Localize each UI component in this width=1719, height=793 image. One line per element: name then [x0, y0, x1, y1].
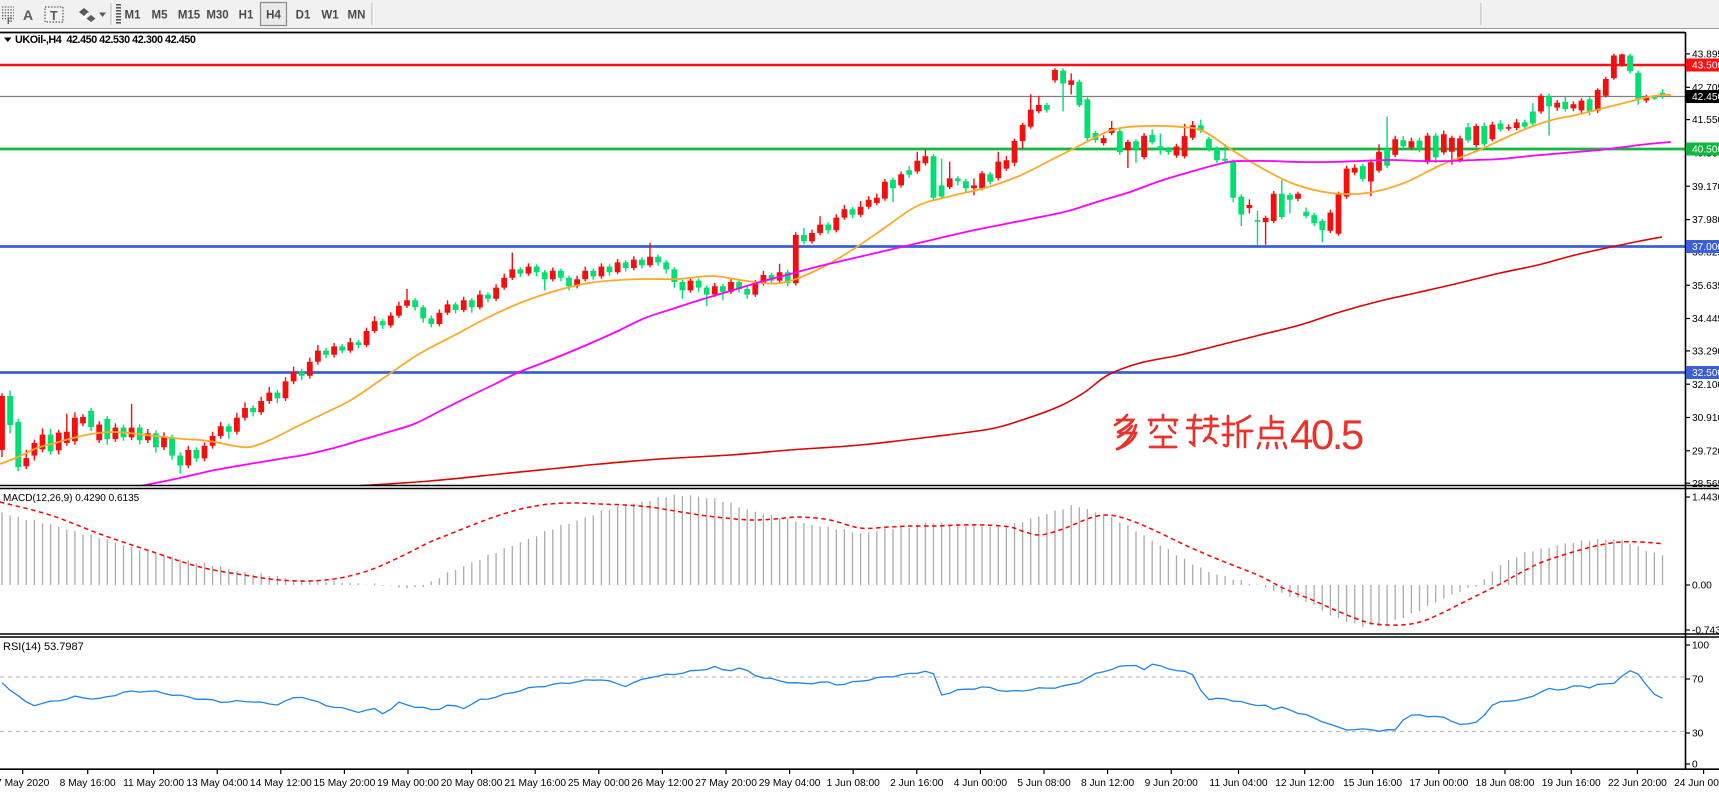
svg-text:M1: M1 [125, 10, 142, 22]
svg-text:11 Jun 04:00: 11 Jun 04:00 [1209, 778, 1267, 789]
svg-text:40.5: 40.5 [1290, 411, 1363, 458]
svg-text:H1: H1 [239, 10, 254, 22]
svg-text:20 May 08:00: 20 May 08:00 [441, 778, 503, 789]
svg-text:4 Jun 00:00: 4 Jun 00:00 [954, 778, 1008, 789]
svg-text:22 Jun 20:00: 22 Jun 20:00 [1608, 778, 1667, 789]
svg-text:19 May 00:00: 19 May 00:00 [377, 778, 439, 789]
svg-text:1 Jun 08:00: 1 Jun 08:00 [827, 778, 881, 789]
svg-text:21 May 16:00: 21 May 16:00 [504, 778, 566, 789]
svg-text:M15: M15 [178, 10, 201, 22]
svg-text:43.895: 43.895 [1692, 50, 1719, 61]
svg-text:17 Jun 00:00: 17 Jun 00:00 [1409, 778, 1468, 789]
svg-text:32.500: 32.500 [1692, 368, 1719, 379]
svg-text:RSI(14) 53.7987: RSI(14) 53.7987 [3, 641, 84, 653]
svg-text:37.980: 37.980 [1692, 215, 1719, 226]
svg-text:24 Jun 00:00: 24 Jun 00:00 [1674, 778, 1719, 789]
svg-text:100: 100 [1692, 641, 1709, 652]
svg-text:25 May 00:00: 25 May 00:00 [568, 778, 630, 789]
svg-text:15 Jun 16:00: 15 Jun 16:00 [1343, 778, 1402, 789]
svg-text:W1: W1 [321, 10, 339, 22]
svg-text:70: 70 [1692, 675, 1704, 686]
svg-text:T: T [50, 9, 58, 23]
svg-text:5 Jun 08:00: 5 Jun 08:00 [1017, 778, 1071, 789]
svg-text:40.500: 40.500 [1692, 145, 1719, 156]
svg-text:0.00: 0.00 [1692, 581, 1712, 592]
svg-text:M30: M30 [206, 10, 228, 22]
svg-text:42.450: 42.450 [1692, 92, 1719, 103]
svg-text:18 Jun 08:00: 18 Jun 08:00 [1476, 778, 1535, 789]
svg-text:MACD(12,26,9) 0.4290 0.6135: MACD(12,26,9) 0.4290 0.6135 [3, 493, 140, 504]
svg-text:14 May 12:00: 14 May 12:00 [250, 778, 312, 789]
svg-text:8 Jun 12:00: 8 Jun 12:00 [1081, 778, 1135, 789]
svg-text:35.635: 35.635 [1692, 281, 1719, 292]
svg-text:F: F [7, 16, 13, 26]
svg-text:UKOil-,H4 42.450 42.530 42.30: UKOil-,H4 42.450 42.530 42.300 42.450 [15, 34, 196, 46]
svg-text:12 Jun 12:00: 12 Jun 12:00 [1275, 778, 1334, 789]
svg-text:30: 30 [1692, 729, 1704, 740]
svg-text:28.565: 28.565 [1692, 479, 1719, 490]
svg-text:42.705: 42.705 [1692, 83, 1719, 94]
svg-text:A: A [23, 7, 33, 23]
svg-text:0: 0 [1692, 760, 1698, 771]
svg-text:41.550: 41.550 [1692, 115, 1719, 126]
svg-text:39.170: 39.170 [1692, 182, 1719, 193]
svg-text:13 May 04:00: 13 May 04:00 [186, 778, 248, 789]
svg-text:33.290: 33.290 [1692, 347, 1719, 358]
svg-text:43.500: 43.500 [1692, 61, 1719, 72]
svg-text:32.100: 32.100 [1692, 380, 1719, 391]
svg-text:MN: MN [348, 10, 366, 22]
svg-text:29.720: 29.720 [1692, 446, 1719, 457]
svg-text:37.000: 37.000 [1692, 242, 1719, 253]
svg-text:15 May 20:00: 15 May 20:00 [314, 778, 376, 789]
svg-text:34.445: 34.445 [1692, 314, 1719, 325]
svg-text:D1: D1 [296, 10, 311, 22]
svg-text:H4: H4 [266, 10, 281, 22]
svg-text:M5: M5 [152, 10, 169, 22]
svg-text:9 Jun 20:00: 9 Jun 20:00 [1145, 778, 1199, 789]
svg-text:1.4436: 1.4436 [1692, 493, 1719, 504]
svg-text:19 Jun 16:00: 19 Jun 16:00 [1542, 778, 1601, 789]
svg-text:7 May 2020: 7 May 2020 [0, 778, 50, 789]
svg-text:2 Jun 16:00: 2 Jun 16:00 [890, 778, 944, 789]
svg-text:8 May 16:00: 8 May 16:00 [60, 778, 116, 789]
svg-text:27 May 20:00: 27 May 20:00 [695, 778, 757, 789]
svg-text:11 May 20:00: 11 May 20:00 [123, 778, 184, 789]
svg-text:29 May 04:00: 29 May 04:00 [759, 778, 821, 789]
svg-text:26 May 12:00: 26 May 12:00 [632, 778, 694, 789]
svg-text:30.910: 30.910 [1692, 413, 1719, 424]
